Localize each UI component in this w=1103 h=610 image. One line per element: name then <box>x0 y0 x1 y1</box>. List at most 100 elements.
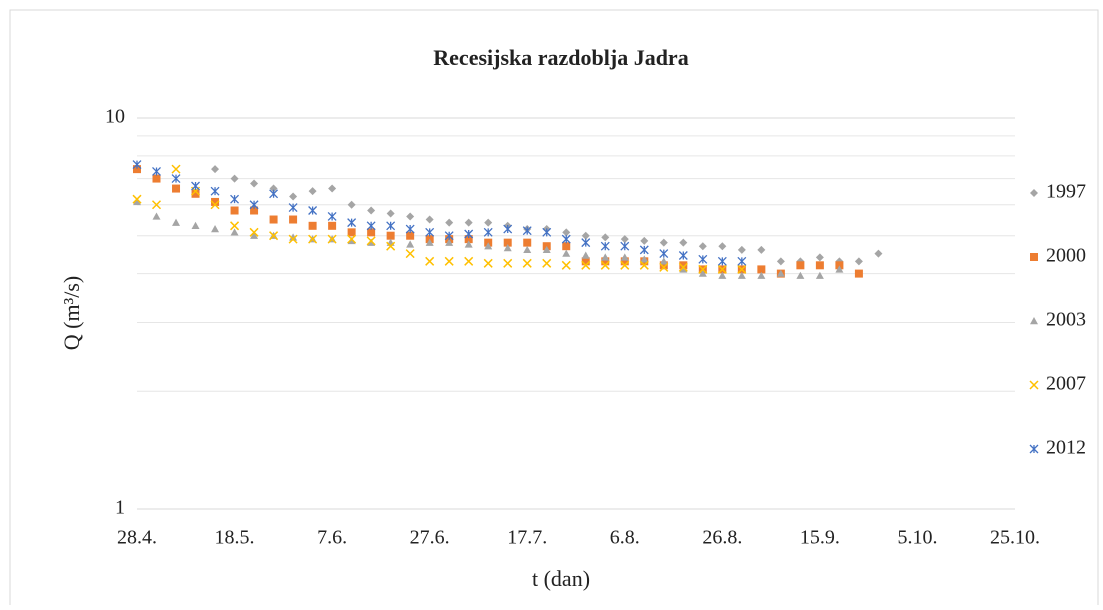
x-tick-label: 6.8. <box>610 527 640 549</box>
data-point <box>132 160 142 170</box>
data-point <box>367 228 376 237</box>
data-point <box>874 249 883 258</box>
data-point <box>503 258 513 268</box>
data-point <box>542 245 551 254</box>
data-point <box>581 238 591 248</box>
data-point <box>152 174 161 183</box>
data-point <box>347 236 356 245</box>
data-point <box>718 242 727 251</box>
chart-title: Recesijska razdoblja Jadra <box>433 45 688 70</box>
data-point <box>698 254 708 264</box>
data-point <box>620 241 630 251</box>
data-point <box>601 253 610 261</box>
data-point <box>210 186 220 196</box>
data-point <box>757 265 766 274</box>
data-point <box>815 253 824 262</box>
data-point <box>581 231 590 240</box>
data-point <box>620 235 629 244</box>
data-point <box>308 234 318 244</box>
data-point <box>230 206 239 215</box>
data-point <box>249 227 259 237</box>
y-tick-label: 10 <box>105 106 125 128</box>
data-point <box>288 203 298 213</box>
data-point <box>230 194 240 204</box>
data-point <box>308 187 317 196</box>
data-point <box>464 229 474 239</box>
data-point <box>366 236 376 246</box>
data-point <box>386 221 396 231</box>
data-point <box>367 238 376 246</box>
data-point <box>717 264 727 274</box>
data-point <box>425 238 434 246</box>
legend-label: 1997 <box>1046 181 1086 203</box>
data-point <box>601 233 610 242</box>
data-point <box>366 221 376 231</box>
data-point <box>269 231 279 241</box>
data-point <box>211 225 220 233</box>
data-point <box>698 269 707 277</box>
data-point <box>737 256 747 266</box>
data-point <box>425 227 435 237</box>
data-point <box>815 271 824 279</box>
data-point <box>718 271 727 279</box>
data-point <box>776 257 785 266</box>
data-point <box>483 227 493 237</box>
data-point <box>542 258 552 268</box>
x-tick-label: 7.6. <box>317 527 347 549</box>
data-point <box>308 221 317 230</box>
data-point <box>269 215 278 224</box>
data-point <box>133 197 141 206</box>
data-point <box>737 245 746 254</box>
data-point <box>678 251 688 260</box>
data-point <box>717 256 727 266</box>
data-point <box>172 184 181 193</box>
data-point <box>581 260 591 270</box>
data-point <box>425 256 435 266</box>
data-point <box>776 269 785 277</box>
data-point <box>522 226 532 236</box>
x-tick-label: 15.9. <box>800 527 840 549</box>
data-point <box>757 271 766 279</box>
data-point <box>737 271 746 279</box>
legend-label: 2012 <box>1046 437 1086 459</box>
data-point <box>835 261 844 270</box>
data-point <box>620 253 629 261</box>
x-tick-label: 28.4. <box>117 527 157 549</box>
data-point <box>327 211 337 221</box>
data-point <box>151 200 162 210</box>
data-point <box>659 249 669 259</box>
data-point <box>523 238 532 247</box>
data-point <box>737 264 747 274</box>
data-point <box>211 165 220 174</box>
data-point <box>230 228 239 236</box>
data-point <box>405 224 415 234</box>
data-point <box>757 245 766 254</box>
data-point <box>640 255 649 263</box>
data-point <box>250 231 259 239</box>
data-point <box>679 261 688 270</box>
data-point <box>523 245 532 254</box>
data-point <box>483 258 493 268</box>
data-point <box>172 218 181 226</box>
data-point <box>249 200 259 210</box>
data-point <box>659 238 668 247</box>
data-point <box>542 227 552 237</box>
legend-marker <box>1030 317 1038 325</box>
legend-marker <box>1030 253 1038 261</box>
data-point <box>562 228 571 237</box>
legend-label: 2003 <box>1046 309 1086 331</box>
data-point <box>405 249 415 259</box>
data-point <box>562 242 571 251</box>
data-point <box>230 174 239 183</box>
data-point <box>854 269 863 278</box>
data-point <box>464 256 474 266</box>
data-point <box>445 218 454 227</box>
data-point <box>640 236 649 245</box>
data-point <box>445 238 454 246</box>
data-point <box>678 262 688 272</box>
data-point <box>289 215 298 224</box>
x-tick-label: 18.5. <box>215 527 255 549</box>
data-point <box>639 245 649 255</box>
data-point <box>464 240 473 248</box>
data-point <box>191 181 200 191</box>
